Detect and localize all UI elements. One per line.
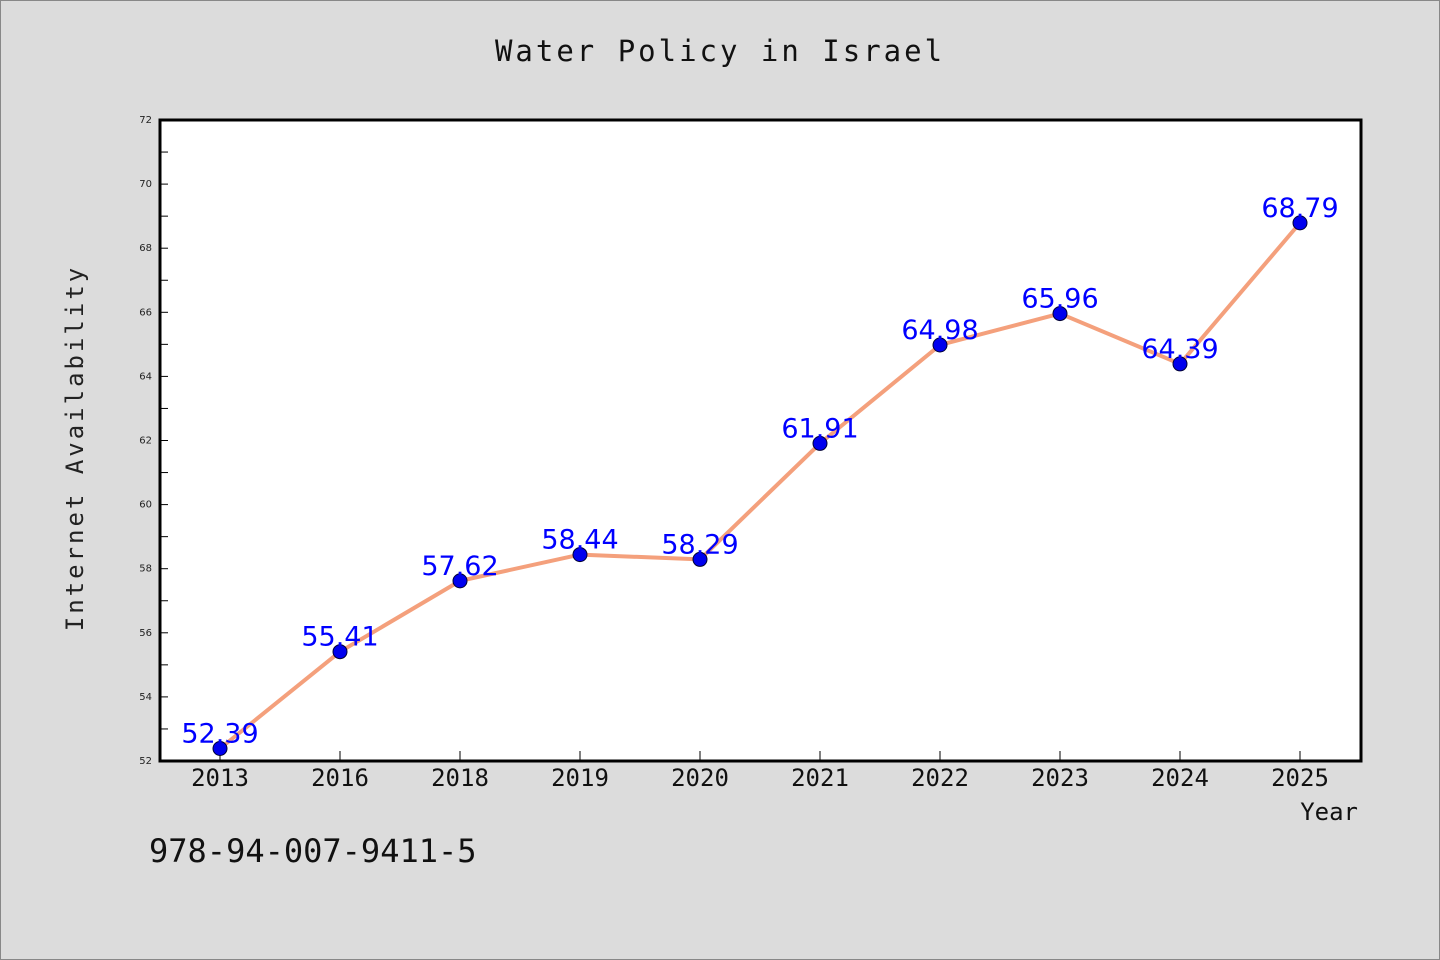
x-axis: 2013 2016 2018 2019 2020 2021 2022 2023 2024 2025 [191,751,1329,792]
x-tick-label: 2024 [1151,764,1209,792]
x-tick-label: 2020 [671,764,729,792]
data-point [1172,356,1188,372]
isbn-text: 978-94-007-9411-5 [149,832,477,870]
data-label: 55.41 [301,622,378,653]
x-tick-label: 2019 [551,764,609,792]
data-labels: 52.39 55.41 57.62 58.44 58.29 61.91 64.98 65.96… [181,193,1338,750]
data-label: 64.39 [1141,334,1218,365]
data-label: 57.62 [421,551,498,582]
data-point [572,547,588,563]
x-tick-label: 2025 [1271,764,1329,792]
data-label: 58.44 [541,525,618,556]
y-tick-label: 68 [139,243,152,254]
x-tick-label: 2013 [191,764,249,792]
data-label: 68.79 [1261,193,1338,224]
y-tick-label: 54 [139,692,152,703]
data-point [812,435,828,451]
y-axis: 52 54 56 58 60 62 64 66 68 70 72 [139,115,168,767]
data-point [452,573,468,589]
y-tick-label: 70 [139,179,152,190]
y-tick-label: 60 [139,500,152,511]
x-tick-label: 2016 [311,764,369,792]
data-label: 61.91 [781,413,858,444]
data-point [1292,215,1308,231]
y-tick-label: 64 [139,371,152,382]
data-label: 64.98 [901,315,978,346]
y-tick-label: 52 [139,756,152,767]
data-point [332,644,348,660]
data-label: 65.96 [1021,284,1098,315]
plot-area [158,118,1363,763]
x-axis-label: Year [1300,798,1358,826]
series-markers [212,215,1308,757]
x-tick-label: 2023 [1031,764,1089,792]
data-point [692,551,708,567]
x-tick-label: 2018 [431,764,489,792]
chart-title: Water Policy in Israel [494,34,946,68]
x-tick-label: 2022 [911,764,969,792]
data-label: 58.29 [661,529,738,560]
series-line [218,221,1302,751]
y-tick-label: 56 [139,628,152,639]
y-tick-label: 58 [139,564,152,575]
data-point [1052,306,1068,322]
data-label: 52.39 [181,719,258,750]
data-point [212,741,228,757]
y-tick-label: 72 [139,115,152,126]
x-tick-label: 2021 [791,764,849,792]
y-tick-label: 62 [139,436,152,447]
data-point [932,337,948,353]
y-tick-label: 66 [139,307,152,318]
